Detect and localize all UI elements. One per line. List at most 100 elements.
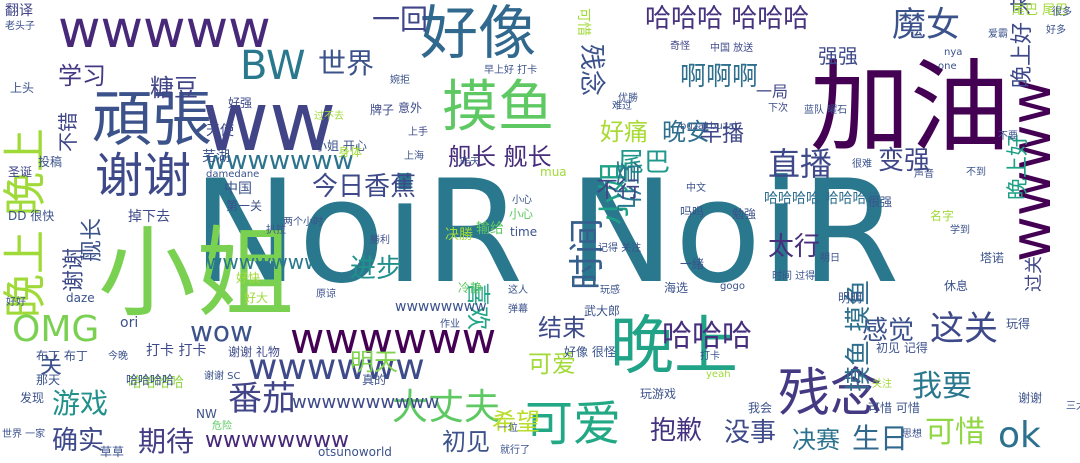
- word: 难过: [612, 101, 632, 112]
- word: 中文: [686, 183, 706, 194]
- word: 尾巴: [618, 148, 671, 178]
- word: 不到: [966, 167, 986, 178]
- word: 扒拉: [266, 225, 286, 236]
- word: 关: [40, 354, 63, 379]
- word: 游戏: [52, 387, 109, 420]
- word: 不错: [56, 112, 80, 152]
- word: 很多: [1052, 7, 1072, 18]
- word: 加油: [810, 49, 1010, 166]
- word: 中国: [224, 181, 252, 197]
- word: 可爱: [525, 396, 622, 452]
- word: 玩游戏: [640, 387, 677, 401]
- word: 奇怪: [670, 41, 690, 52]
- word: daze: [66, 291, 95, 305]
- word: otsunoworld: [318, 445, 392, 459]
- word: 声音: [914, 169, 934, 180]
- word: ori: [120, 315, 139, 331]
- word: 海选: [664, 281, 689, 295]
- word: 真的: [362, 373, 387, 387]
- word: 一局: [756, 82, 789, 101]
- word: 尾巴 尾巴: [1012, 3, 1069, 18]
- word: 哈哈哈哈: [126, 373, 175, 387]
- word: 很难: [852, 159, 872, 170]
- word: 哈哈哈: [662, 319, 752, 354]
- word: 我要: [912, 369, 972, 404]
- word: 谢谢: [95, 148, 192, 204]
- word: 意外: [398, 101, 423, 115]
- word: buzai buzai: [680, 121, 737, 132]
- word: 一绪: [680, 257, 705, 271]
- word: 抱歉: [650, 416, 703, 446]
- word: OMG: [12, 309, 100, 350]
- word: wwwwwwwwww: [292, 392, 440, 413]
- word: 记得 关注: [598, 243, 642, 254]
- word: 糖豆: [150, 74, 198, 102]
- word: 决勝: [445, 227, 473, 243]
- word: 直播: [768, 145, 833, 183]
- word: 好好: [6, 297, 26, 308]
- word: 上头: [10, 81, 35, 95]
- word: 魔女: [892, 5, 960, 45]
- word: 没事: [724, 418, 777, 448]
- word: 打卡 打卡: [146, 343, 207, 359]
- word: 优勝: [618, 93, 638, 104]
- word: 投稿: [38, 155, 63, 169]
- word: 翻译: [5, 3, 33, 19]
- word: 昨天: [460, 157, 480, 168]
- word: 掉下去: [128, 209, 170, 225]
- word: 好痛: [600, 118, 648, 146]
- word: 期待: [138, 425, 195, 458]
- word: nya: [944, 47, 963, 58]
- word: 玩感: [600, 285, 620, 296]
- word: 三大 輩 好: [1066, 401, 1080, 412]
- word: 哈哈哈 哈哈哈: [645, 4, 810, 34]
- word: 好大: [244, 291, 269, 305]
- word: 就行了: [500, 445, 530, 456]
- word: 今晚: [108, 351, 128, 362]
- word: 残念: [778, 364, 883, 424]
- word: 老头子: [5, 21, 35, 32]
- word: 玩得: [1006, 317, 1031, 331]
- word: 危险: [212, 421, 232, 432]
- word: ww: [202, 75, 337, 170]
- word: 好快: [236, 271, 261, 285]
- word: 变强: [878, 146, 931, 176]
- word: NW: [196, 407, 217, 421]
- word: 吗吗: [680, 205, 705, 219]
- word: 婉拒: [390, 75, 410, 86]
- word: 太行: [768, 232, 821, 262]
- word: 谢谢: [1018, 391, 1043, 405]
- word: 强强: [818, 44, 858, 68]
- word: 晚安: [662, 118, 710, 146]
- word: 原谅: [316, 289, 336, 300]
- word: wwwww: [58, 0, 271, 60]
- word: 过不去: [314, 111, 344, 122]
- word: 确实: [52, 426, 105, 456]
- word: 打卡: [700, 351, 720, 362]
- word: wwwwww: [290, 314, 497, 363]
- word: 牌子: [370, 103, 395, 117]
- word: 舰长 舰长: [448, 143, 552, 171]
- word: 摸鱼: [442, 75, 554, 140]
- word: wwwwwwww: [395, 299, 487, 315]
- word: 发现: [20, 391, 45, 405]
- word: 中国 放送: [710, 43, 754, 54]
- word: 初见: [442, 428, 490, 456]
- word: 关注: [872, 379, 892, 390]
- word: 初见 记得: [876, 341, 928, 355]
- word: 蓝队 曜石: [804, 105, 848, 116]
- word: 哈哈哈哈 哈哈哈哈: [764, 191, 881, 207]
- word: 弹幕: [508, 304, 528, 315]
- word: mua: [540, 165, 567, 179]
- word: 第一关: [226, 199, 263, 213]
- word: 时间 过得: [772, 271, 816, 282]
- word: 输给: [476, 221, 504, 237]
- word: wwwwww: [248, 347, 425, 388]
- word: 小姐 开心: [315, 139, 367, 153]
- word: 谢谢: [62, 247, 87, 292]
- word: 圣诞: [8, 165, 33, 179]
- word: 小心: [512, 195, 532, 206]
- word: 布丁 布丁: [36, 349, 88, 363]
- word: 草草: [100, 445, 125, 459]
